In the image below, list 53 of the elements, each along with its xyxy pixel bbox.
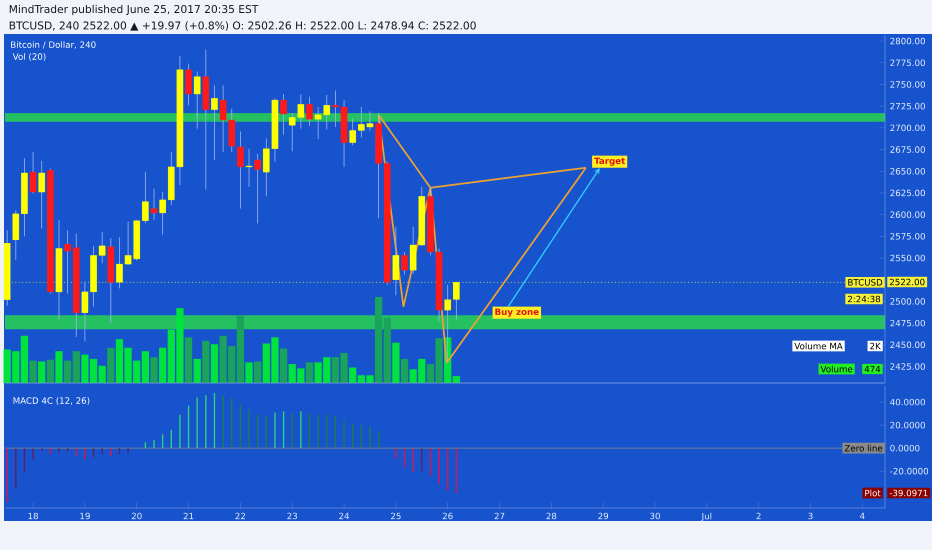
y-tick-label: 20.0000 — [890, 422, 925, 428]
x-tick-label: 25 — [390, 512, 401, 520]
text: MACD 4C (12, 26) — [14, 397, 90, 405]
text: 2522.00 — [890, 278, 925, 286]
x-tick-label: 19 — [80, 512, 90, 520]
x-tick-label: 28 — [546, 512, 556, 520]
x-tick-label: 30 — [650, 512, 660, 520]
annotation: 474 — [864, 366, 880, 372]
annotation: Plot — [865, 490, 881, 496]
chart-subtitle: BTCUSD, 240 2522.00 ▲ +19.97 (+0.8%) O: 2502.26 H: 2522.00 L: 2478.94 C: 2522.00 — [10, 21, 476, 31]
y-tick-label: 2600.00 — [890, 211, 925, 218]
y-tick-label: 2500.00 — [890, 298, 925, 305]
x-tick-label: 22 — [236, 512, 246, 520]
annotation: Bitcoin / Dollar, 240 — [11, 41, 96, 49]
y-tick-label: 2475.00 — [890, 320, 925, 326]
chart-title: MindTrader published June 25, 2017 20:35 EST — [10, 4, 258, 16]
annotation: Target — [594, 158, 626, 166]
y-tick-label: -20.0000 — [890, 468, 928, 474]
y-tick-label: 2450.00 — [890, 342, 925, 348]
y-tick-label: 2675.00 — [890, 146, 925, 153]
y-tick-label: 2550.00 — [890, 254, 925, 262]
y-tick-label: 0.0000 — [890, 444, 920, 452]
x-tick-label: 3 — [808, 512, 813, 520]
y-tick-label: 2425.00 — [890, 363, 925, 370]
x-tick-label: 18 — [28, 512, 38, 520]
annotation: 2:24:38 — [848, 296, 880, 302]
x-tick-label: 29 — [598, 512, 608, 520]
x-tick-label: 21 — [184, 512, 194, 520]
y-tick-label: 2700.00 — [890, 124, 925, 132]
y-tick-label: 2650.00 — [890, 168, 925, 175]
y-tick-label: 2625.00 — [890, 190, 925, 196]
text: -39.0971 — [890, 490, 928, 496]
x-tick-label: 24 — [339, 512, 350, 520]
y-tick-label: 2775.00 — [890, 60, 925, 66]
y-tick-label: 2725.00 — [890, 102, 925, 110]
ref-line-label: BTCUSD — [848, 279, 882, 286]
y-tick-label: 2750.00 — [890, 81, 925, 88]
y-tick-label: 40.0000 — [890, 398, 925, 406]
x-tick-label: 27 — [494, 512, 504, 520]
x-tick-label: 20 — [132, 512, 142, 520]
annotation: 2K — [870, 342, 881, 350]
annotation: Volume MA — [794, 342, 843, 350]
y-tick-label: 2800.00 — [890, 38, 925, 44]
annotation: Buy zone — [495, 308, 539, 317]
x-tick-label: 2 — [756, 512, 761, 520]
x-tick-label: Jul — [701, 512, 712, 522]
chart-title: Vol (20) — [12, 53, 46, 61]
x-tick-label: 23 — [287, 512, 298, 520]
ref-line-label: Zero line — [844, 444, 882, 452]
x-tick-label: 4 — [860, 512, 865, 520]
x-tick-label: 26 — [442, 512, 453, 520]
y-tick-label: 2575.00 — [890, 233, 925, 240]
annotation: Volume — [820, 366, 852, 372]
